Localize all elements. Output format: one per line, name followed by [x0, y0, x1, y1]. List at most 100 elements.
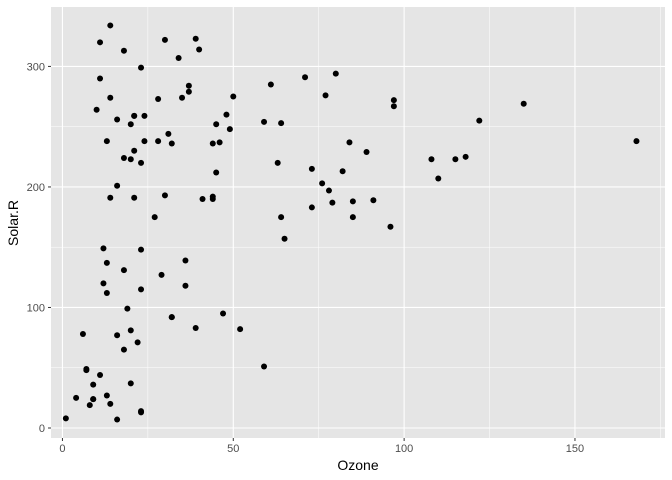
data-point	[363, 148, 370, 155]
data-point	[182, 282, 189, 289]
data-point	[90, 381, 97, 388]
y-tick-label: 300	[27, 61, 45, 73]
data-point	[633, 138, 640, 145]
data-point	[114, 332, 121, 339]
data-point	[175, 54, 182, 61]
points	[62, 22, 640, 423]
data-point	[79, 330, 86, 337]
data-point	[103, 290, 110, 297]
data-point	[138, 286, 145, 293]
y-tick-label: 200	[27, 182, 45, 194]
data-point	[216, 139, 223, 146]
data-point	[73, 394, 80, 401]
data-point	[261, 118, 268, 125]
data-point	[274, 159, 281, 166]
data-point	[103, 392, 110, 399]
data-point	[349, 214, 356, 221]
data-point	[127, 121, 134, 128]
data-point	[209, 195, 216, 202]
data-point	[97, 39, 104, 46]
data-point	[387, 223, 394, 230]
data-point	[86, 402, 93, 409]
x-axis-title: Ozone	[337, 457, 378, 473]
data-point	[185, 88, 192, 95]
plot-panel	[51, 7, 665, 438]
data-point	[209, 140, 216, 147]
data-point	[476, 117, 483, 124]
data-point	[267, 81, 274, 88]
data-point	[83, 365, 90, 372]
data-point	[151, 214, 158, 221]
data-point	[158, 271, 165, 278]
data-point	[138, 64, 145, 71]
data-point	[120, 267, 127, 274]
data-point	[192, 35, 199, 42]
data-point	[138, 408, 145, 415]
data-point	[213, 121, 220, 128]
data-point	[302, 74, 309, 81]
y-tick-label: 100	[27, 302, 45, 314]
data-point	[428, 156, 435, 163]
data-point	[237, 326, 244, 333]
data-point	[278, 120, 285, 127]
data-point	[161, 192, 168, 199]
data-point	[182, 257, 189, 264]
data-point	[346, 139, 353, 146]
data-point	[90, 396, 97, 403]
data-point	[120, 155, 127, 162]
data-point	[100, 280, 107, 287]
data-point	[138, 159, 145, 166]
data-point	[349, 198, 356, 205]
data-point	[134, 339, 141, 346]
data-point	[329, 199, 336, 206]
x-tick-label: 50	[227, 443, 239, 455]
data-point	[192, 324, 199, 331]
data-point	[319, 180, 326, 187]
data-point	[325, 187, 332, 194]
data-point	[435, 175, 442, 182]
data-point	[168, 314, 175, 321]
grid	[51, 7, 665, 438]
x-tick-label: 150	[566, 443, 584, 455]
data-point	[230, 93, 237, 100]
y-axis-title: Solar.R	[5, 200, 21, 246]
data-point	[179, 94, 186, 101]
data-point	[452, 156, 459, 163]
data-point	[62, 415, 69, 422]
data-point	[165, 130, 172, 137]
axis-ticks: 0 50 100 150 0 100 200 300	[27, 61, 585, 455]
data-point	[103, 138, 110, 145]
data-point	[390, 103, 397, 110]
data-point	[131, 147, 138, 154]
data-point	[120, 346, 127, 353]
data-point	[520, 100, 527, 107]
data-point	[220, 310, 227, 317]
data-point	[107, 194, 114, 201]
data-point	[322, 92, 329, 99]
data-point	[161, 36, 168, 43]
data-point	[196, 46, 203, 53]
data-point	[278, 214, 285, 221]
data-point	[131, 112, 138, 119]
data-point	[107, 400, 114, 407]
data-point	[332, 70, 339, 77]
data-point	[168, 140, 175, 147]
data-point	[114, 116, 121, 123]
data-point	[103, 259, 110, 266]
data-point	[223, 111, 230, 118]
data-point	[127, 380, 134, 387]
data-point	[107, 94, 114, 101]
data-point	[120, 47, 127, 54]
data-point	[131, 194, 138, 201]
data-point	[281, 235, 288, 242]
data-point	[226, 126, 233, 133]
data-point	[155, 95, 162, 102]
data-point	[127, 156, 134, 163]
data-point	[114, 416, 121, 423]
data-point	[141, 112, 148, 119]
data-point	[138, 246, 145, 253]
data-point	[339, 168, 346, 175]
data-point	[185, 82, 192, 89]
data-point	[308, 204, 315, 211]
